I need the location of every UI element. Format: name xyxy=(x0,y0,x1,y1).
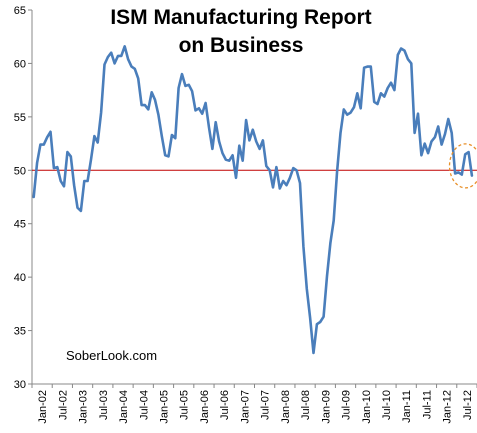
x-tick-label: Jul-03 xyxy=(98,390,110,420)
series-line-ism xyxy=(32,44,474,355)
x-tick-label: Jan-07 xyxy=(239,390,251,424)
x-tick-label: Jan-11 xyxy=(401,390,413,423)
y-tick-label-30: 30 xyxy=(14,379,26,391)
y-tick-label-55: 55 xyxy=(14,112,26,124)
x-tick-label: Jan-06 xyxy=(199,390,211,424)
y-tick-label-60: 60 xyxy=(14,58,26,70)
x-tick-label: Jul-08 xyxy=(300,390,312,420)
chart-title-line-1: ISM Manufacturing Report xyxy=(110,6,371,29)
x-axis-tick-marks xyxy=(31,384,477,388)
x-tick-label: Jan-02 xyxy=(37,390,49,424)
x-tick-label: Jul-05 xyxy=(179,390,191,420)
x-tick-label: Jul-07 xyxy=(260,390,272,420)
y-axis-tick-marks xyxy=(28,9,32,385)
x-tick-label: Jul-09 xyxy=(341,390,353,420)
chart-title-line-2: on Business xyxy=(179,34,304,57)
x-tick-label: Jan-09 xyxy=(320,390,332,424)
credit-annotation: SoberLook.com xyxy=(66,348,157,363)
x-tick-label: Jan-10 xyxy=(361,390,373,424)
chart-title: ISM Manufacturing Report on Business xyxy=(110,6,371,57)
y-axis-tick-labels: 30 35 40 45 50 55 60 65 xyxy=(14,5,26,391)
y-tick-label-40: 40 xyxy=(14,272,26,284)
y-tick-label-50: 50 xyxy=(14,165,26,177)
x-axis-tick-labels: Jan-02 Jul-02 Jan-03 Jul-03 Jan-04 Jul-04 Jan-… xyxy=(37,390,474,424)
x-tick-label: Jul-12 xyxy=(462,390,474,420)
y-tick-label-45: 45 xyxy=(14,219,26,231)
highlight-circle xyxy=(448,143,477,189)
x-tick-label: Jul-04 xyxy=(138,390,150,420)
x-tick-label: Jul-02 xyxy=(57,390,69,420)
x-tick-label: Jul-06 xyxy=(219,390,231,420)
x-tick-label: Jan-12 xyxy=(442,390,454,424)
x-tick-label: Jul-10 xyxy=(381,390,393,420)
x-tick-label: Jan-03 xyxy=(78,390,90,424)
y-tick-label-35: 35 xyxy=(14,326,26,338)
y-tick-label-65: 65 xyxy=(14,5,26,17)
x-tick-label: Jan-05 xyxy=(158,390,170,424)
x-tick-label: Jan-08 xyxy=(280,390,292,424)
x-tick-label: Jan-04 xyxy=(118,390,130,424)
x-tick-label: Jul-11 xyxy=(421,390,433,419)
